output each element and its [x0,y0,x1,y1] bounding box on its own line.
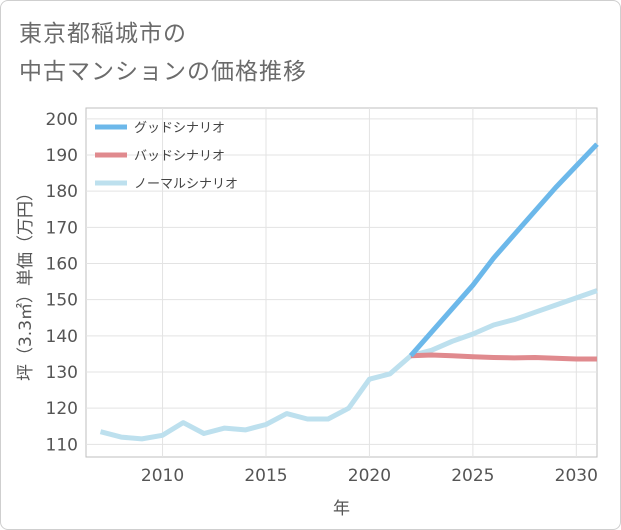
title-line-1: 東京都稲城市の [19,21,187,47]
x-tick-label: 2015 [244,466,287,486]
series-lines [99,142,599,442]
y-tick-label: 150 [46,291,78,311]
legend-label: バッドシナリオ [134,149,225,164]
x-tick-label: 2020 [348,466,391,486]
y-tick-label: 120 [46,399,78,419]
x-tick-label: 2025 [451,466,494,486]
x-tick-label: 2030 [555,466,598,486]
y-tick-label: 180 [46,182,78,202]
plot-area [85,107,598,458]
legend-label: グッドシナリオ [134,121,225,136]
chart-title: 東京都稲城市の 中古マンションの価格推移 [19,15,307,91]
series-line-2 [99,288,598,442]
x-axis-label: 年 [333,499,350,519]
series-line-1 [410,352,597,362]
y-tick-label: 170 [46,218,78,238]
y-tick-label: 110 [46,435,78,455]
title-line-2: 中古マンションの価格推移 [19,59,307,85]
y-tick-label: 200 [46,110,78,130]
y-tick-label: 160 [46,255,78,275]
x-tick-labels: 2010 2015 2020 2025 2030 [141,466,598,486]
series-line-0 [408,142,599,358]
y-tick-labels: 110 120 130 140 150 160 170 180 190 200 [46,110,78,455]
y-tick-label: 140 [46,327,78,347]
legend-label: ノーマルシナリオ [134,177,238,192]
x-tick-label: 2010 [141,466,184,486]
y-tick-label: 190 [46,146,78,166]
y-axis-label: 坪（3.3㎡）単価（万円） [16,184,36,381]
y-tick-label: 130 [46,363,78,383]
